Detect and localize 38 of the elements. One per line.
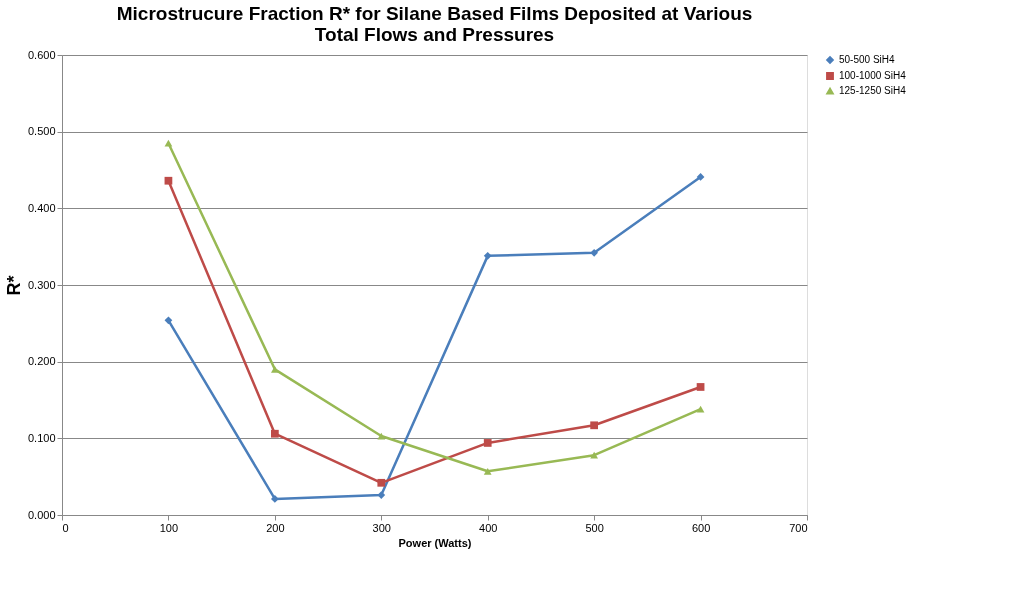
point xyxy=(590,248,599,257)
point xyxy=(270,495,279,503)
x-tick-label: 0 xyxy=(62,521,69,534)
point xyxy=(270,365,279,373)
x-tick-label: 700 xyxy=(789,521,808,534)
x-tick-label: 500 xyxy=(585,521,604,534)
point xyxy=(483,251,492,260)
x-tick-label: 600 xyxy=(691,521,711,534)
point xyxy=(164,316,173,325)
y-tick-label: 0.200 xyxy=(27,355,56,368)
y-tick-label: 0.000 xyxy=(27,508,56,521)
point xyxy=(377,491,386,499)
point xyxy=(377,478,386,487)
chart-title: Microstrucure Fraction R* for Silane Based Films Deposited at Various Total Flows and Pressures xyxy=(116,3,753,45)
y-axis-title: R* xyxy=(3,275,24,296)
x-axis-title: Power (Watts) xyxy=(398,536,472,549)
legend-label: 125-1250 SiH4 xyxy=(839,85,907,96)
point xyxy=(483,439,492,447)
y-tick-label: 0.500 xyxy=(27,125,56,138)
legend-label: 50-500 SiH4 xyxy=(839,54,896,65)
x-tick-label: 100 xyxy=(159,521,179,534)
y-tick-label: 0.400 xyxy=(27,201,56,214)
x-tick-label: 400 xyxy=(479,521,498,534)
point xyxy=(590,421,599,430)
y-tick-label: 0.100 xyxy=(27,431,56,444)
x-tick-label: 300 xyxy=(372,521,391,534)
point xyxy=(164,176,173,185)
point xyxy=(483,467,492,475)
point xyxy=(590,451,599,459)
point xyxy=(164,139,173,147)
point xyxy=(696,173,705,181)
point xyxy=(696,383,705,391)
legend-label: 100-1000 SiH4 xyxy=(839,70,907,81)
x-tick-label: 200 xyxy=(266,521,285,534)
y-tick-label: 0.600 xyxy=(27,48,56,61)
y-tick-label: 0.300 xyxy=(27,278,56,291)
point xyxy=(696,405,705,413)
point xyxy=(270,429,279,438)
